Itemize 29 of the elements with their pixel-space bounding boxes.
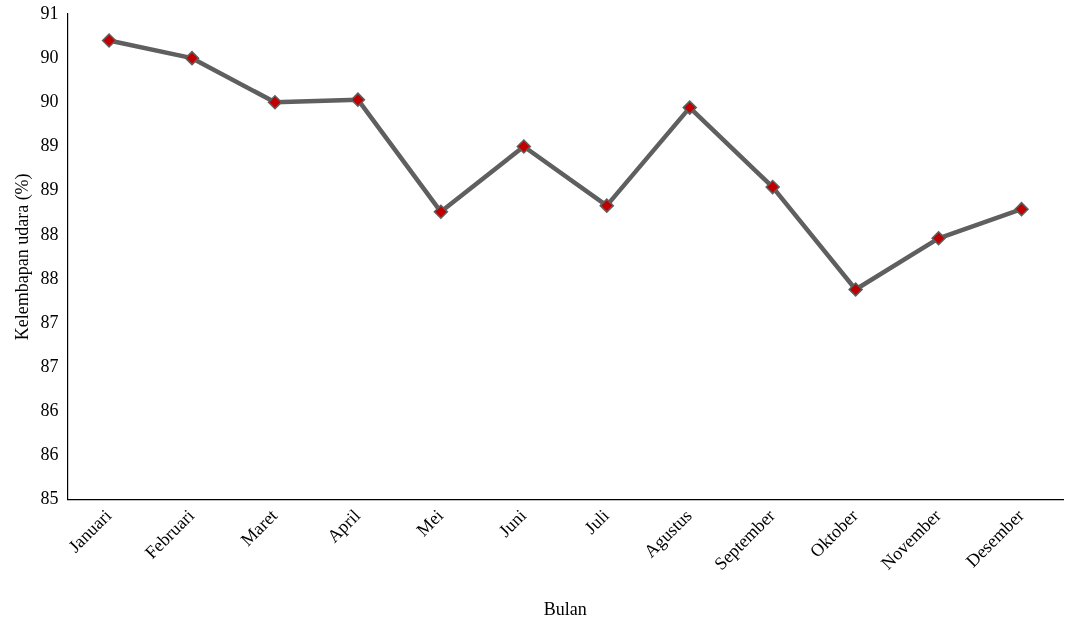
x-tick-label: Mei bbox=[412, 505, 448, 541]
y-tick-label: 86 bbox=[40, 400, 59, 421]
point bbox=[350, 92, 366, 107]
point bbox=[433, 204, 449, 220]
point bbox=[599, 198, 615, 213]
y-tick-label: 90 bbox=[40, 46, 59, 67]
y-tick-label: 88 bbox=[40, 223, 59, 244]
x-tick-label: Juli bbox=[580, 505, 613, 538]
y-tick-label: 90 bbox=[40, 91, 59, 112]
y-tick-label: 85 bbox=[40, 488, 59, 509]
point bbox=[184, 50, 200, 66]
y-tick-label: 88 bbox=[40, 267, 59, 288]
x-axis-title: Bulan bbox=[543, 598, 587, 619]
point bbox=[516, 139, 532, 154]
x-tick-label: Juni bbox=[494, 505, 530, 541]
y-axis-title: Kelembapan udara (%) bbox=[11, 173, 33, 341]
y-tick-label: 87 bbox=[40, 355, 59, 376]
point bbox=[931, 231, 946, 246]
point bbox=[101, 33, 117, 48]
y-tick-label: 89 bbox=[40, 135, 59, 156]
y-tick-label: 86 bbox=[40, 444, 59, 465]
point bbox=[267, 95, 283, 110]
point bbox=[848, 282, 863, 297]
point bbox=[1014, 201, 1029, 217]
point bbox=[682, 100, 697, 115]
y-tick-label: 89 bbox=[40, 179, 59, 200]
y-tick-label: 91 bbox=[40, 2, 59, 23]
y-tick-label: 87 bbox=[40, 311, 59, 332]
point bbox=[765, 179, 780, 195]
